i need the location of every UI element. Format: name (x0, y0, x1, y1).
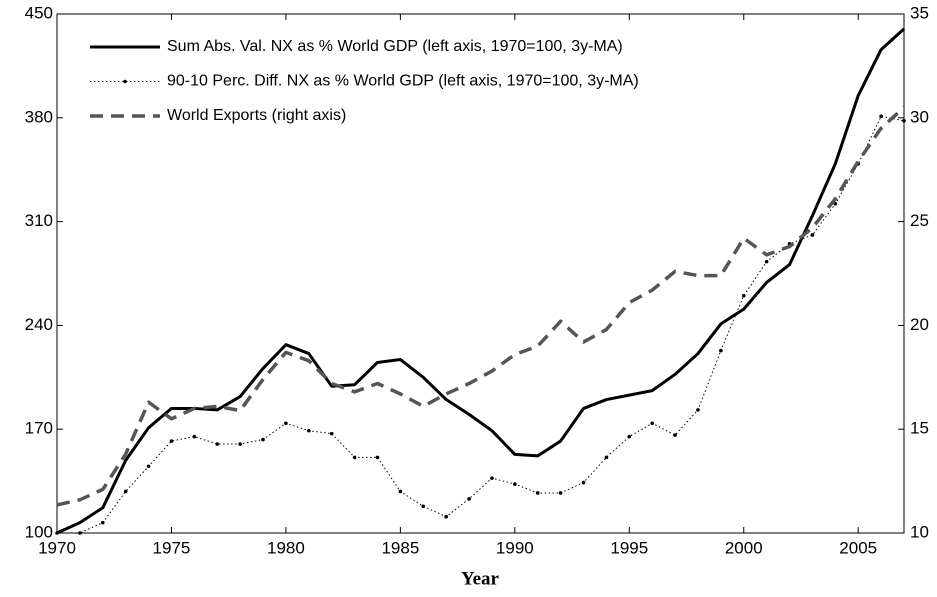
series-point (307, 428, 311, 433)
x-tick-label: 1995 (610, 538, 648, 557)
series-point (673, 433, 677, 437)
series-point (833, 202, 838, 206)
y2-tick-label: 25 (910, 211, 929, 230)
y-tick-label: 100 (25, 522, 53, 541)
x-tick-label: 1985 (381, 538, 419, 557)
series-point (604, 455, 609, 460)
series-point (764, 259, 769, 264)
series-point (78, 531, 82, 535)
series-point (535, 491, 540, 495)
y-tick-label: 240 (25, 315, 53, 334)
series-point (513, 482, 517, 486)
series-point (467, 497, 471, 501)
series-point (627, 434, 632, 439)
series-point (902, 118, 906, 123)
series-point (696, 408, 700, 412)
series-line (56, 27, 906, 535)
series-point (879, 114, 883, 119)
series-point (169, 439, 174, 443)
series-point (741, 293, 746, 298)
x-tick-label: 1980 (267, 538, 305, 557)
series-point (146, 464, 151, 469)
series-line (56, 106, 906, 507)
series-point (421, 504, 426, 509)
series-point (558, 491, 563, 495)
x-tick-label: 1975 (153, 538, 191, 557)
y2-tick-label: 15 (910, 419, 929, 438)
legend-label: Sum Abs. Val. NX as % World GDP (left ax… (167, 38, 623, 55)
series-point (444, 514, 448, 519)
x-tick-label: 2000 (725, 538, 763, 557)
y2-tick-label: 10 (910, 522, 929, 541)
series-point (238, 442, 242, 446)
series-point (55, 531, 59, 535)
series-point (352, 455, 357, 460)
series-point (581, 480, 586, 485)
x-axis-label: Year (461, 568, 500, 589)
series-point (329, 431, 334, 436)
series-point (398, 489, 403, 494)
series-line (57, 115, 905, 534)
legend-label: 90-10 Perc. Diff. NX as % World GDP (lef… (167, 73, 639, 90)
series-point (810, 233, 815, 237)
legend-swatch-dot (123, 79, 127, 84)
y2-tick-label: 35 (910, 3, 929, 22)
series-point (375, 455, 380, 460)
y-tick-label: 170 (25, 419, 53, 438)
series-point (123, 489, 128, 494)
y2-tick-label: 30 (910, 107, 929, 126)
x-tick-label: 2005 (839, 538, 877, 557)
y2-tick-label: 20 (910, 315, 929, 334)
x-tick-label: 1990 (496, 538, 534, 557)
plot-frame (56, 13, 905, 534)
y-tick-label: 310 (25, 211, 53, 230)
series-point (100, 520, 105, 525)
series-point (215, 442, 220, 446)
y-tick-label: 450 (25, 3, 53, 22)
x-tick-label: 1970 (38, 538, 76, 557)
series-point (490, 476, 494, 480)
series-point (650, 421, 654, 426)
series-point (284, 421, 288, 426)
series-point (192, 434, 197, 439)
series-point (261, 437, 265, 442)
series-point (719, 348, 723, 353)
y-tick-label: 380 (25, 107, 53, 126)
legend-label: World Exports (right axis) (167, 107, 346, 124)
